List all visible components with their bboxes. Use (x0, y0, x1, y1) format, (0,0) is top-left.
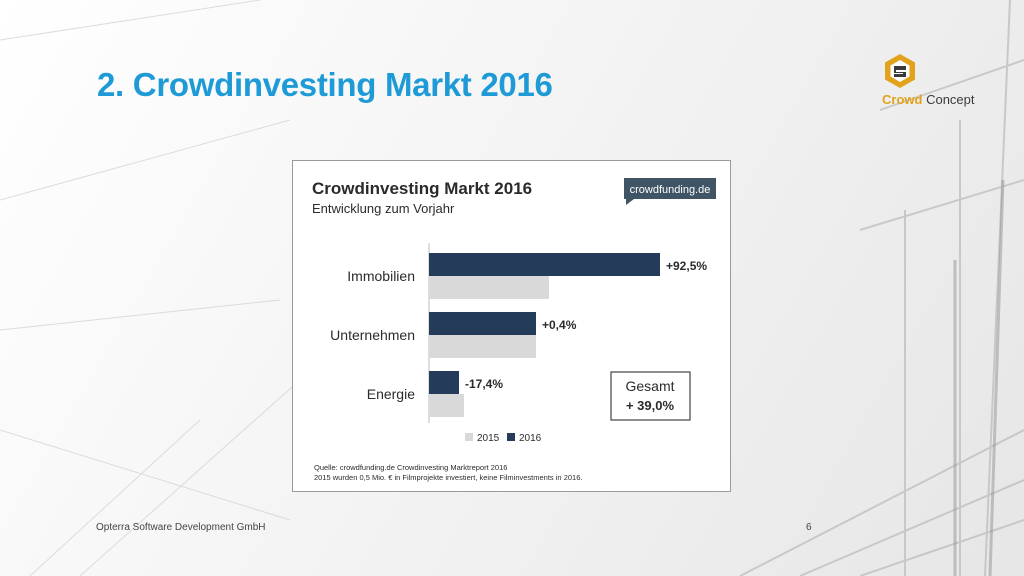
footer-company: Opterra Software Development GmbH (96, 522, 266, 533)
source-line-1: Quelle: crowdfunding.de Crowdinvesting M… (314, 463, 507, 472)
chart-panel: Crowdinvesting Markt 2016 Entwicklung zu… (292, 160, 731, 492)
bars-layer: Immobilien +92,5% Unternehmen +0,4% Energie -… (330, 253, 707, 417)
category-label-unternehmen: Unternehmen (330, 327, 415, 343)
legend-label-2015: 2015 (477, 433, 500, 444)
logo-word-concept: Concept (926, 92, 975, 107)
bar-2015-immobilien (429, 276, 549, 299)
legend-swatch-2015 (465, 433, 473, 441)
bar-2016-energie (429, 371, 459, 394)
bar-2015-unternehmen (429, 335, 536, 358)
total-value: + 39,0% (626, 398, 675, 413)
bar-2015-energie (429, 394, 464, 417)
brand-badge: crowdfunding.de (624, 178, 716, 205)
chart-legend: 2015 2016 (465, 433, 542, 444)
brand-badge-tail (626, 199, 634, 205)
chart-title: Crowdinvesting Markt 2016 (312, 179, 532, 198)
total-annotation-box: Gesamt + 39,0% (610, 371, 691, 421)
chart-subtitle: Entwicklung zum Vorjahr (312, 201, 455, 216)
slide-title: 2. Crowdinvesting Markt 2016 (97, 66, 553, 103)
bar-2016-immobilien (429, 253, 660, 276)
source-line-2: 2015 wurden 0,5 Mio. € in Filmprojekte i… (314, 473, 582, 482)
logo-text: Crowd Concept (882, 92, 975, 107)
brand-badge-bg (624, 178, 716, 199)
brand-badge-text: crowdfunding.de (630, 184, 711, 196)
hexagon-logo-icon (885, 54, 915, 88)
data-label-unternehmen: +0,4% (542, 318, 577, 332)
total-box-border (610, 371, 691, 421)
total-label: Gesamt (625, 378, 674, 394)
data-label-energie: -17,4% (465, 377, 503, 391)
data-label-immobilien: +92,5% (666, 259, 707, 273)
bar-2016-unternehmen (429, 312, 536, 335)
bar-chart: Crowdinvesting Markt 2016 Entwicklung zu… (312, 178, 716, 482)
category-label-immobilien: Immobilien (347, 268, 415, 284)
legend-label-2016: 2016 (519, 433, 542, 444)
logo-word-crowd: Crowd (882, 92, 923, 107)
category-label-energie: Energie (367, 386, 415, 402)
crowd-concept-logo: Crowd Concept (878, 52, 975, 108)
legend-swatch-2016 (507, 433, 515, 441)
page-number: 6 (806, 522, 812, 533)
